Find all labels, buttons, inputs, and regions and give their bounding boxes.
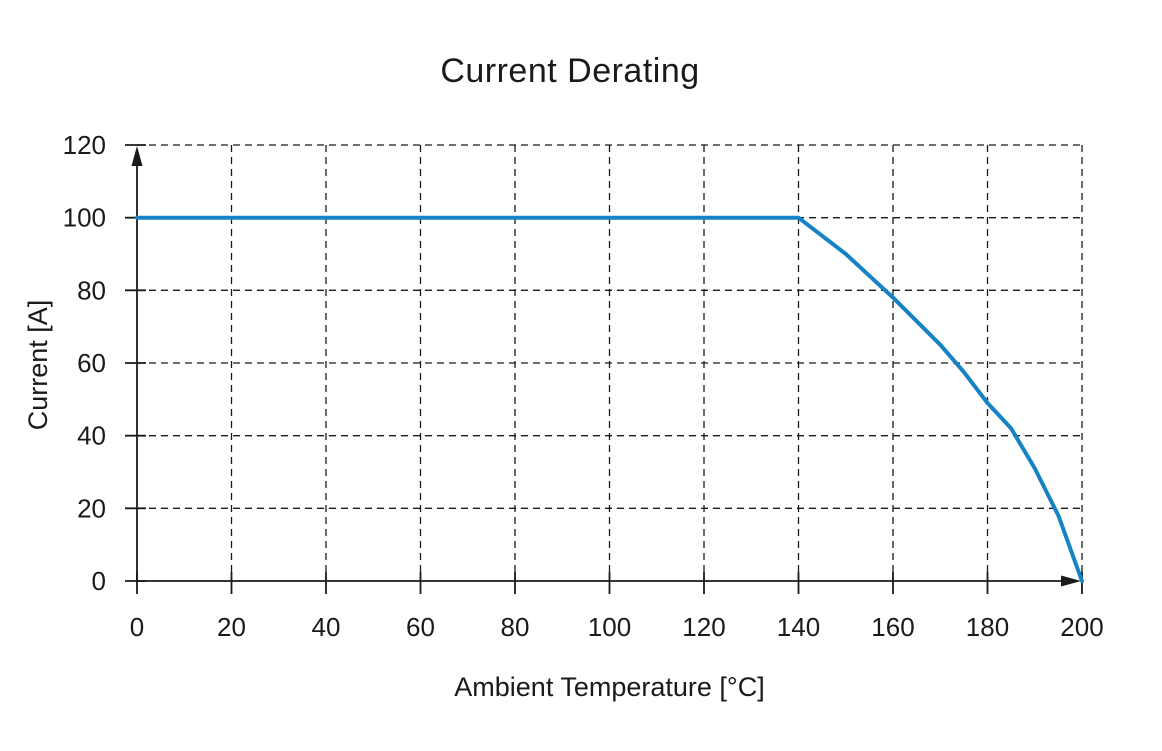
x-tick-label: 60 (406, 612, 435, 642)
chart-title: Current Derating (440, 52, 700, 90)
x-tick-label: 80 (501, 612, 530, 642)
x-tick-label: 200 (1060, 612, 1103, 642)
x-tick-label: 180 (966, 612, 1009, 642)
x-tick-label: 40 (312, 612, 341, 642)
y-tick-label: 60 (77, 348, 106, 378)
derating-curve (135, 215, 1084, 583)
y-axis-label: Current [A] (23, 299, 53, 431)
x-axis-arrow-icon (1061, 575, 1081, 587)
y-tick-label: 0 (92, 566, 106, 596)
x-tick-label: 0 (130, 612, 144, 642)
y-tick-label: 100 (63, 203, 106, 233)
x-axis-label: Ambient Temperature [°C] (454, 672, 765, 702)
x-tick-label: 120 (682, 612, 725, 642)
x-tick-label: 160 (871, 612, 914, 642)
y-axis-arrow-icon (131, 146, 143, 166)
y-tick-label: 120 (63, 130, 106, 160)
y-tick-label: 80 (77, 275, 106, 305)
y-tick-label: 20 (77, 493, 106, 523)
x-tick-label: 100 (588, 612, 631, 642)
x-tick-label: 20 (217, 612, 246, 642)
y-tick-label: 40 (77, 421, 106, 451)
x-tick-label: 140 (777, 612, 820, 642)
